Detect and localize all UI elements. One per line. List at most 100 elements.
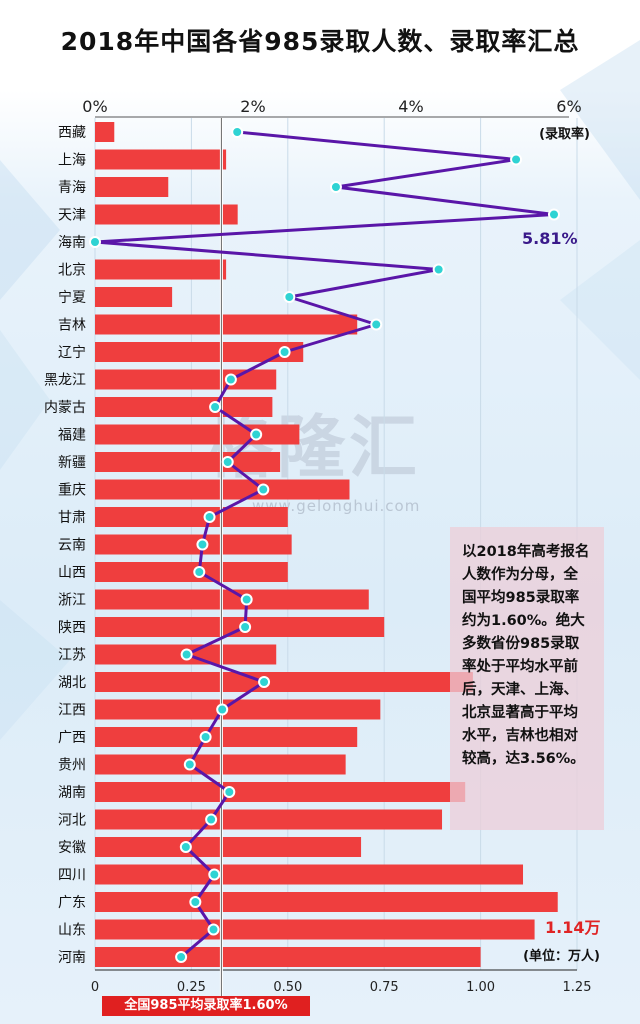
bar [95, 534, 292, 555]
category-label: 内蒙古 [44, 400, 86, 416]
top-tick-label: 4% [398, 97, 423, 116]
category-label: 广东 [58, 895, 86, 911]
rate-point [283, 291, 296, 303]
max-rate-label: 5.81% [522, 229, 578, 248]
bar [95, 809, 443, 830]
rate-point [258, 676, 271, 688]
category-label: 山西 [58, 565, 86, 581]
rate-point [221, 456, 234, 468]
category-label: 湖南 [58, 785, 86, 801]
category-label: 云南 [58, 538, 86, 554]
page-title: 2018年中国各省985录取人数、录取率汇总 [60, 27, 580, 56]
category-label: 重庆 [58, 483, 86, 499]
bar [95, 177, 169, 197]
bar [95, 452, 281, 472]
rate-point [183, 758, 196, 771]
rate-point [329, 181, 342, 193]
bar [95, 672, 473, 692]
annotation-box: 以2018年高考报名人数作为分母，全国平均985录取率约为1.60%。绝大多数省… [450, 527, 604, 830]
bottom-tick-label: 0.75 [370, 980, 399, 995]
category-label: 甘肃 [58, 510, 86, 526]
rate-unit-label: (录取率) [539, 126, 590, 142]
bar [95, 397, 273, 417]
rate-point [432, 263, 445, 276]
bottom-tick-label: 0.25 [177, 980, 206, 995]
bar [95, 562, 288, 582]
category-label: 天津 [58, 208, 86, 224]
bar [95, 314, 358, 335]
bar [95, 589, 369, 610]
rate-point [250, 428, 263, 441]
rate-point [257, 483, 270, 496]
rate-point [231, 126, 244, 138]
bar [95, 122, 115, 142]
rate-point [205, 813, 218, 826]
rate-point [193, 566, 206, 578]
category-label: 新疆 [58, 455, 86, 471]
top-tick-label: 2% [240, 97, 265, 116]
rate-point [89, 236, 101, 248]
bar [95, 782, 466, 802]
deco-triangle [0, 600, 70, 740]
rate-point [179, 841, 192, 853]
bottom-tick-label: 1.00 [466, 980, 495, 995]
category-label: 江西 [58, 703, 86, 719]
category-label: 福建 [58, 428, 86, 444]
rate-point [510, 153, 523, 166]
rate-point [224, 373, 237, 386]
category-label: 青海 [58, 180, 86, 196]
bar [95, 699, 381, 720]
bottom-tick-label: 0.50 [273, 980, 302, 995]
rate-point [208, 868, 221, 881]
category-label: 湖北 [58, 675, 86, 691]
category-label: 贵州 [58, 758, 86, 774]
rate-point [180, 648, 193, 661]
bar [95, 342, 304, 362]
rate-point [196, 538, 209, 551]
category-label: 黑龙江 [44, 373, 86, 389]
bottom-tick-label: 1.25 [563, 980, 592, 995]
deco-triangle [0, 160, 60, 300]
category-label: 陕西 [58, 620, 86, 636]
bar [95, 369, 277, 390]
bar [95, 892, 558, 912]
category-label: 北京 [58, 263, 86, 279]
watermark-url: www.gelonghui.com [252, 497, 421, 515]
category-label: 吉林 [58, 318, 86, 334]
category-label: 辽宁 [58, 344, 86, 361]
category-label: 山东 [58, 923, 86, 939]
bar [95, 947, 481, 967]
category-label: 河南 [58, 950, 86, 966]
rate-point [199, 731, 212, 743]
rate-point [203, 511, 216, 523]
category-label: 宁夏 [58, 289, 86, 306]
bar [95, 149, 227, 170]
bar [95, 837, 362, 857]
max-count-label: 1.14万 [545, 918, 600, 937]
rate-point [370, 318, 383, 331]
rate-point [216, 703, 229, 716]
bottom-tick-label: 0 [91, 980, 99, 995]
rate-point [207, 923, 220, 936]
bar [95, 864, 524, 885]
rate-point [547, 208, 560, 221]
category-label: 浙江 [58, 593, 86, 609]
top-tick-label: 0% [82, 97, 107, 116]
category-label: 西藏 [58, 125, 86, 141]
deco-triangle [560, 40, 640, 200]
deco-triangle [0, 330, 50, 470]
category-label: 安徽 [58, 840, 86, 856]
category-label: 海南 [58, 235, 86, 251]
bar [95, 919, 535, 940]
top-tick-label: 6% [556, 97, 581, 116]
bar [95, 507, 288, 527]
count-unit-label: (单位：万人) [523, 948, 600, 964]
category-label: 广西 [58, 730, 86, 746]
bar [95, 204, 238, 225]
rate-point [240, 593, 253, 606]
rate-point [189, 896, 202, 908]
average-rate-label: 全国985平均录取率1.60% [102, 996, 310, 1016]
